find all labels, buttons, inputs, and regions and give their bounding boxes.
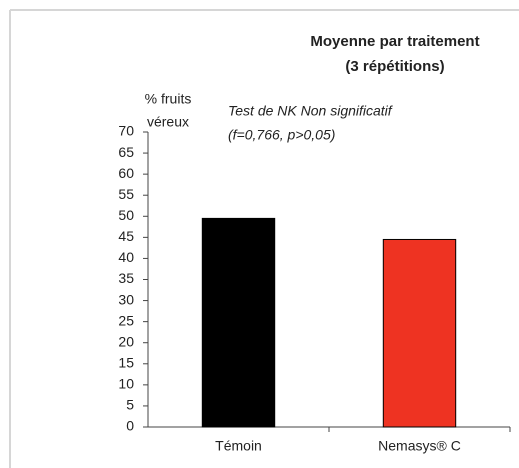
chart-title: Moyenne par traitement — [310, 33, 479, 50]
bar — [382, 238, 457, 428]
y-tick-label: 55 — [118, 186, 134, 202]
y-tick-label: 60 — [118, 165, 134, 181]
y-tick-label: 65 — [118, 144, 134, 160]
y-tick-label: 40 — [118, 249, 134, 265]
y-tick-label: 0 — [126, 418, 134, 434]
y-tick-label: 20 — [118, 333, 134, 349]
y-tick-label: 25 — [118, 312, 134, 328]
y-tick-label: 30 — [118, 291, 134, 307]
y-axis-label: % fruits — [145, 91, 192, 107]
bar — [201, 217, 276, 428]
annotation: (f=0,766, p>0,05) — [228, 127, 335, 143]
y-axis-label: véreux — [147, 114, 189, 130]
x-tick-label: Témoin — [215, 438, 262, 454]
y-tick-label: 70 — [118, 123, 134, 139]
chart-subtitle: (3 répétitions) — [345, 58, 444, 75]
annotation: Test de NK Non significatif — [228, 103, 394, 119]
y-tick-label: 35 — [118, 270, 134, 286]
y-tick-label: 45 — [118, 228, 134, 244]
y-tick-label: 10 — [118, 376, 134, 392]
x-tick-label: Nemasys® C — [378, 438, 461, 454]
y-tick-label: 5 — [126, 397, 134, 413]
y-tick-label: 15 — [118, 354, 134, 370]
y-tick-label: 50 — [118, 207, 134, 223]
